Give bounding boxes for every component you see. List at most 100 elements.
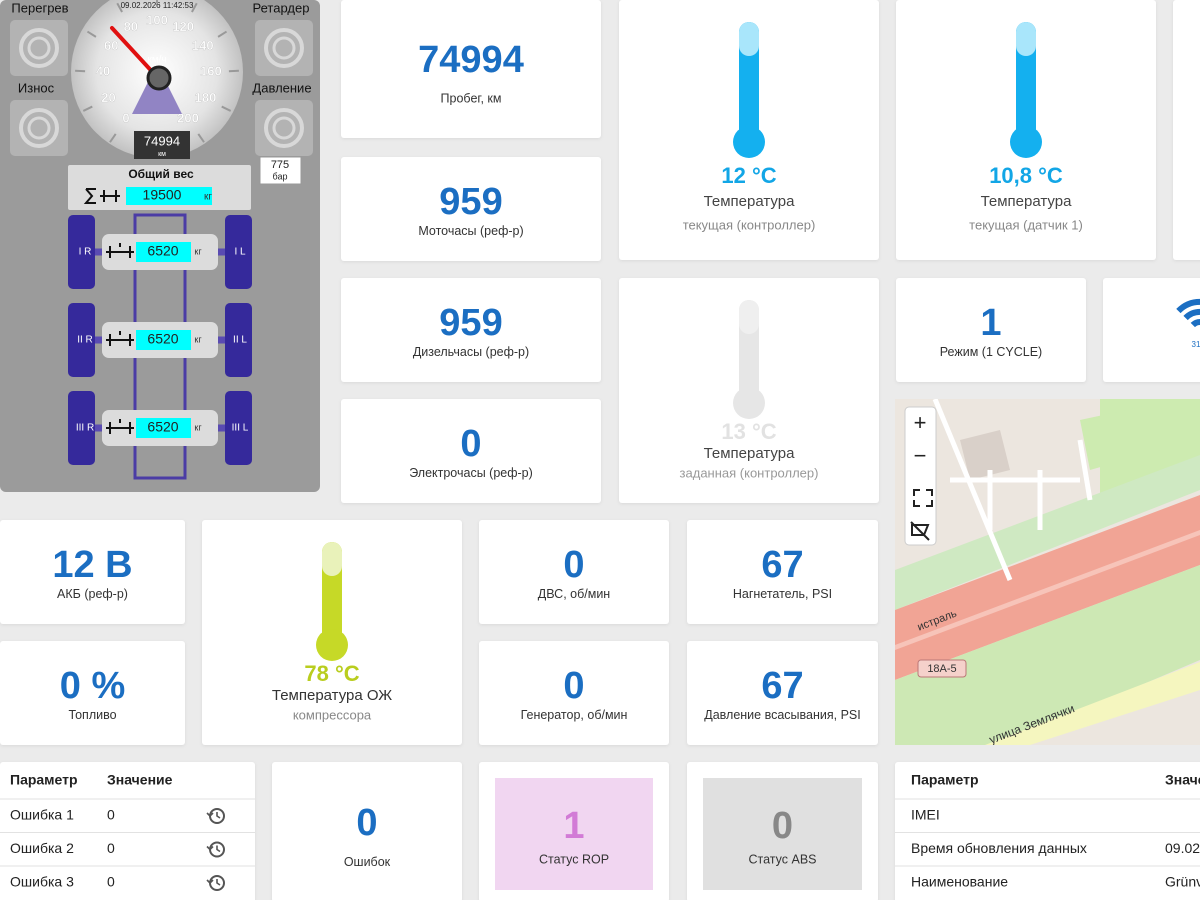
tile-value: 0 %: [60, 665, 125, 707]
speed-tick: [197, 133, 205, 143]
road: [985, 662, 1200, 745]
table-cell: 0: [107, 840, 115, 856]
card: [1173, 0, 1200, 260]
wheel-label: III L: [232, 423, 249, 434]
odometer-unit: км: [158, 151, 166, 158]
card: [1103, 278, 1200, 382]
tile-value: 0: [772, 805, 793, 847]
card: [341, 399, 601, 503]
tile-sublabel: текущая (контроллер): [683, 217, 816, 232]
card: [896, 278, 1086, 382]
warning-icon: [19, 108, 59, 148]
table-cell: Ошибка 3: [10, 874, 74, 890]
footpath: [932, 399, 1093, 581]
total-weight-field: [126, 187, 212, 205]
table-header: Параметр: [911, 772, 979, 788]
table-cell: IMEI: [911, 807, 940, 823]
speed-unit: км/ч: [147, 55, 166, 66]
card: [272, 762, 462, 900]
speed-tick-label: 140: [192, 38, 214, 53]
warning-icon: [272, 116, 296, 140]
warning-label: Перегрев: [11, 0, 68, 15]
pressure-box: [259, 156, 302, 185]
card: [341, 157, 601, 261]
tile-value: 1: [980, 302, 1001, 344]
hide-button[interactable]: [910, 521, 930, 541]
speed-tick: [75, 69, 86, 73]
tile-label: АКБ (реф-р): [57, 587, 128, 601]
load-indicator: [132, 82, 182, 114]
map-area: [895, 455, 1200, 610]
tile-sublabel: заданная (контроллер): [680, 465, 819, 480]
card: [0, 641, 185, 745]
route-shield: [917, 659, 967, 678]
tile-label: Топливо: [68, 708, 116, 722]
warning-label: Ретардер: [253, 0, 310, 15]
wheel: [68, 215, 95, 289]
speed-tick-label: 20: [101, 90, 115, 105]
speed-tick-label: 120: [172, 19, 194, 34]
odometer-box: [134, 131, 190, 159]
axle-weight-unit: кг: [194, 246, 202, 256]
card: [479, 520, 669, 624]
tile-label: Электрочасы (реф-р): [409, 466, 533, 480]
card: [341, 278, 601, 382]
odometer: 74994: [144, 133, 180, 148]
history-hand: [206, 879, 221, 886]
table-cell: 0: [107, 807, 115, 823]
tile-sublabel: компрессора: [293, 707, 372, 722]
zoom-in[interactable]: +: [914, 410, 927, 435]
tile-value: 67: [761, 665, 803, 707]
card: [687, 520, 878, 624]
axle-weight-field: [136, 418, 191, 438]
axle-weight-field: [136, 330, 191, 350]
card: [0, 520, 185, 624]
tile-label: Дизельчасы (реф-р): [413, 345, 529, 359]
speed-tick: [109, 133, 117, 143]
speed-tick-label: 80: [124, 19, 138, 34]
table-header: Значение: [107, 772, 173, 788]
speed-tick: [191, 2, 198, 13]
wheel: [225, 215, 252, 289]
signal-arc: [1176, 298, 1200, 314]
tile-label: Температура: [704, 445, 796, 462]
tile-sublabel: текущая (датчик 1): [969, 217, 1083, 232]
thermometer-top: [739, 22, 759, 56]
axle-weight-unit: кг: [194, 334, 202, 344]
table-cell: Grünv: [1165, 874, 1200, 890]
tile-value: 0: [563, 544, 584, 586]
speed-tick: [86, 30, 97, 38]
tile-value: 74994: [418, 39, 524, 81]
table-cell: 0: [107, 874, 115, 890]
speed-tick-label: 100: [146, 12, 168, 27]
history-hand: [206, 812, 221, 819]
speed-needle: [110, 26, 159, 79]
fullscreen-button[interactable]: [913, 489, 933, 507]
status-box: [495, 778, 653, 890]
tile-label: Давление всасывания, PSI: [704, 708, 860, 722]
pressure-value: 775: [271, 159, 289, 171]
table-header: Значе: [1165, 772, 1200, 788]
road-lane: [895, 530, 1200, 650]
wheel: [68, 391, 95, 465]
map-controls: [904, 406, 937, 546]
zoom-out[interactable]: −: [914, 443, 927, 468]
tile-value: 67: [761, 544, 803, 586]
tile-value: 959: [439, 181, 502, 223]
table-header: Параметр: [10, 772, 78, 788]
sigma-axle-icon: [83, 188, 120, 204]
card: [479, 641, 669, 745]
warning-icon: [27, 36, 51, 60]
tile-value: 12 °C: [721, 163, 776, 188]
axle-weight-unit: кг: [194, 422, 202, 432]
warning-icon-box: [10, 20, 68, 76]
speed-tick: [116, 2, 123, 13]
map-area: [1080, 405, 1160, 470]
table-cell: Время обновления данных: [911, 840, 1087, 856]
total-weight-label: Общий вес: [128, 167, 194, 181]
warning-icon-box: [255, 100, 313, 156]
wheel-label: I R: [79, 247, 92, 258]
table-cell: Наименование: [911, 874, 1008, 890]
thermometer-bulb: [316, 629, 348, 661]
tile-value: 0: [563, 665, 584, 707]
